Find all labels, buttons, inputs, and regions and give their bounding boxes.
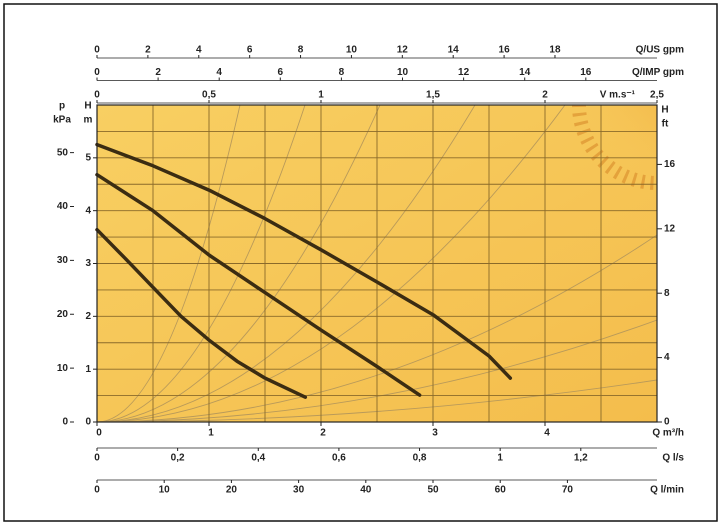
axis-tick-label: 1 bbox=[318, 90, 324, 101]
axis-tick-label: 8 bbox=[664, 288, 670, 299]
axis-tick-label: 0 bbox=[664, 417, 670, 428]
axis-tick-label: 60 bbox=[495, 485, 507, 496]
y-axis-label: m bbox=[84, 115, 93, 126]
axis-label: kPa bbox=[53, 115, 71, 126]
axis-label: Q/IMP gpm bbox=[632, 67, 684, 78]
axis-tick-label: 0 bbox=[94, 485, 100, 496]
x-tick-label: 0 bbox=[96, 428, 102, 439]
pump-curve bbox=[95, 227, 308, 399]
y-tick-label: 1 bbox=[85, 364, 91, 375]
axis-tick-label: 30 bbox=[293, 485, 305, 496]
axis-tick-label: 0,2 bbox=[171, 453, 185, 464]
y-tick-label: 5 bbox=[85, 152, 91, 163]
axis-tick-label: 18 bbox=[549, 45, 561, 56]
axis-tick-label: 14 bbox=[519, 67, 531, 78]
marks bbox=[95, 142, 513, 399]
axis-tick-label: 50 bbox=[427, 485, 439, 496]
axis-tick-label: 0,6 bbox=[332, 453, 346, 464]
axis-tick-label: 20 bbox=[226, 485, 238, 496]
axis-tick-label: 10 bbox=[57, 363, 69, 374]
axis-tick-label: 0 bbox=[94, 90, 100, 101]
axis-tick-label: 1 bbox=[497, 453, 503, 464]
axis-tick-label: 2 bbox=[145, 45, 151, 56]
axis-tick-label: 2 bbox=[542, 90, 548, 101]
axis-label: ft bbox=[662, 119, 669, 130]
x-tick-label: 3 bbox=[432, 428, 438, 439]
x-tick-label: 2 bbox=[320, 428, 326, 439]
axis-tick-label: 1,5 bbox=[426, 90, 440, 101]
y-tick-label: 2 bbox=[85, 311, 91, 322]
axis-tick-label: 0,4 bbox=[251, 453, 265, 464]
axis-label: Q l/s bbox=[662, 453, 684, 464]
axis-tick-label: 8 bbox=[298, 45, 304, 56]
axis-tick-label: 10 bbox=[397, 67, 409, 78]
y-tick-label: 0 bbox=[85, 417, 91, 428]
axis-tick-label: 8 bbox=[339, 67, 345, 78]
axis-tick-label: 4 bbox=[196, 45, 202, 56]
axis-tick-label: 16 bbox=[664, 159, 676, 170]
axis-tick-label: 0,8 bbox=[413, 453, 427, 464]
axis-tick-label: 0 bbox=[94, 45, 100, 56]
y-tick-label: 3 bbox=[85, 258, 91, 269]
axis-tick-label: 2 bbox=[155, 67, 161, 78]
axis-label: p bbox=[59, 101, 65, 112]
axis-tick-label: 0,5 bbox=[202, 90, 216, 101]
axis-tick-label: 40 bbox=[57, 201, 69, 212]
axis-tick-label: 4 bbox=[664, 352, 670, 363]
axis-tick-label: 0 bbox=[62, 417, 68, 428]
axis-tick-label: 16 bbox=[580, 67, 592, 78]
axis-tick-label: 70 bbox=[562, 485, 574, 496]
pump-curve bbox=[95, 172, 422, 397]
sun bbox=[547, 105, 657, 215]
axis-label: H bbox=[661, 105, 668, 116]
axis-tick-label: 30 bbox=[57, 255, 69, 266]
axis-tick-label: 20 bbox=[57, 309, 69, 320]
pump-curve bbox=[95, 142, 513, 380]
axis-tick-label: 14 bbox=[448, 45, 460, 56]
axis-tick-label: 4 bbox=[216, 67, 222, 78]
axis-label: Q/US gpm bbox=[636, 45, 684, 56]
axis-tick-label: 50 bbox=[57, 147, 69, 158]
axis-tick-label: 12 bbox=[458, 67, 470, 78]
axis-tick-label: 16 bbox=[499, 45, 511, 56]
axis-tick-label: 40 bbox=[360, 485, 372, 496]
axis-tick-label: 0 bbox=[94, 453, 100, 464]
axis-tick-label: 12 bbox=[664, 223, 676, 234]
axis-label: Q l/min bbox=[650, 485, 684, 496]
axis-tick-label: 12 bbox=[397, 45, 409, 56]
x-axis-label: Q m³/h bbox=[652, 428, 684, 439]
axis-tick-label: 6 bbox=[247, 45, 253, 56]
x-tick-label: 1 bbox=[208, 428, 214, 439]
axis-tick-label: 2,5 bbox=[650, 90, 664, 101]
axis-tick-label: 10 bbox=[346, 45, 358, 56]
y-axis-label: H bbox=[84, 101, 91, 112]
x-tick-label: 4 bbox=[544, 428, 550, 439]
axis-tick-label: 10 bbox=[159, 485, 171, 496]
y-tick-label: 4 bbox=[85, 205, 91, 216]
axis-label: V m.s⁻¹ bbox=[600, 90, 636, 101]
axis-tick-label: 6 bbox=[278, 67, 284, 78]
axis-tick-label: 0 bbox=[94, 67, 100, 78]
axis-tick-label: 1,2 bbox=[574, 453, 588, 464]
